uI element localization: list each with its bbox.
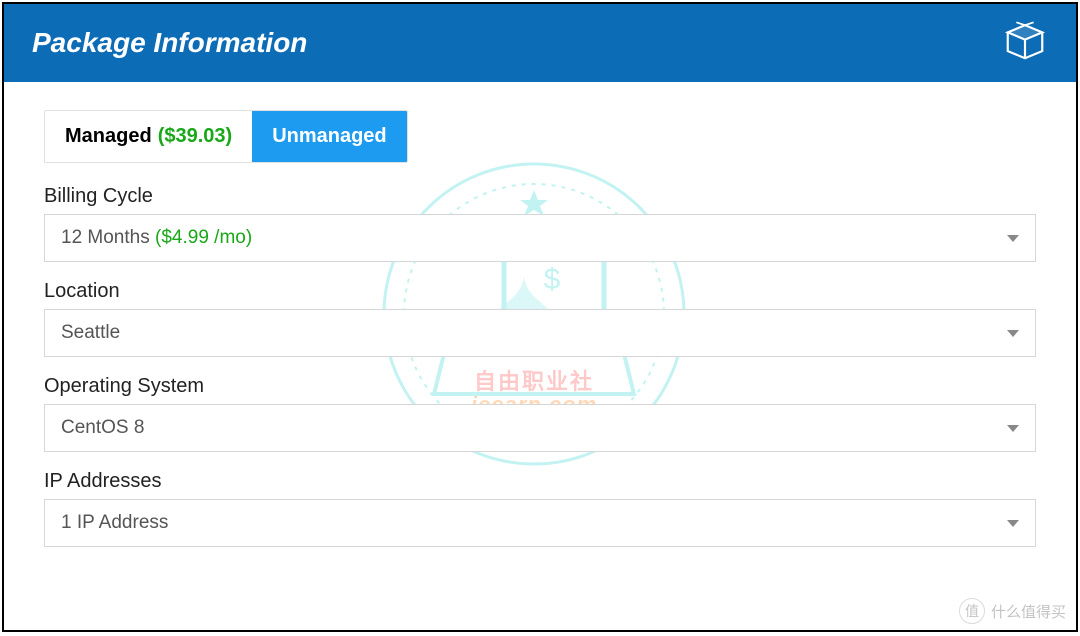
os-field: Operating System CentOS 8: [44, 375, 1036, 452]
chevron-down-icon: [1007, 330, 1019, 337]
managed-price: ($39.03): [158, 125, 233, 148]
billing-field: Billing Cycle 12 Months ($4.99 /mo): [44, 185, 1036, 262]
billing-value: 12 Months: [61, 227, 150, 248]
unmanaged-button[interactable]: Unmanaged: [252, 111, 406, 162]
ip-value: 1 IP Address: [61, 512, 168, 534]
ip-field: IP Addresses 1 IP Address: [44, 470, 1036, 547]
billing-select[interactable]: 12 Months ($4.99 /mo): [44, 214, 1036, 262]
panel-header: Package Information: [4, 4, 1076, 82]
form-content: Managed ($39.03) Unmanaged Billing Cycle…: [4, 82, 1076, 547]
location-select[interactable]: Seattle: [44, 309, 1036, 357]
package-box-icon: [1002, 18, 1048, 69]
managed-button[interactable]: Managed ($39.03): [45, 111, 252, 162]
os-label: Operating System: [44, 375, 1036, 398]
ip-label: IP Addresses: [44, 470, 1036, 493]
billing-price: ($4.99 /mo): [155, 227, 252, 248]
ip-select[interactable]: 1 IP Address: [44, 499, 1036, 547]
chevron-down-icon: [1007, 235, 1019, 242]
billing-label: Billing Cycle: [44, 185, 1036, 208]
corner-watermark-text: 什么值得买: [991, 601, 1066, 622]
managed-label: Managed: [65, 125, 152, 148]
unmanaged-label: Unmanaged: [272, 125, 386, 148]
panel-title: Package Information: [32, 27, 307, 59]
corner-watermark: 值 什么值得买: [959, 598, 1066, 624]
chevron-down-icon: [1007, 520, 1019, 527]
chevron-down-icon: [1007, 425, 1019, 432]
management-toggle: Managed ($39.03) Unmanaged: [44, 110, 408, 163]
location-field: Location Seattle: [44, 280, 1036, 357]
os-select[interactable]: CentOS 8: [44, 404, 1036, 452]
location-label: Location: [44, 280, 1036, 303]
corner-watermark-badge: 值: [959, 598, 985, 624]
location-value: Seattle: [61, 322, 120, 344]
os-value: CentOS 8: [61, 417, 144, 439]
